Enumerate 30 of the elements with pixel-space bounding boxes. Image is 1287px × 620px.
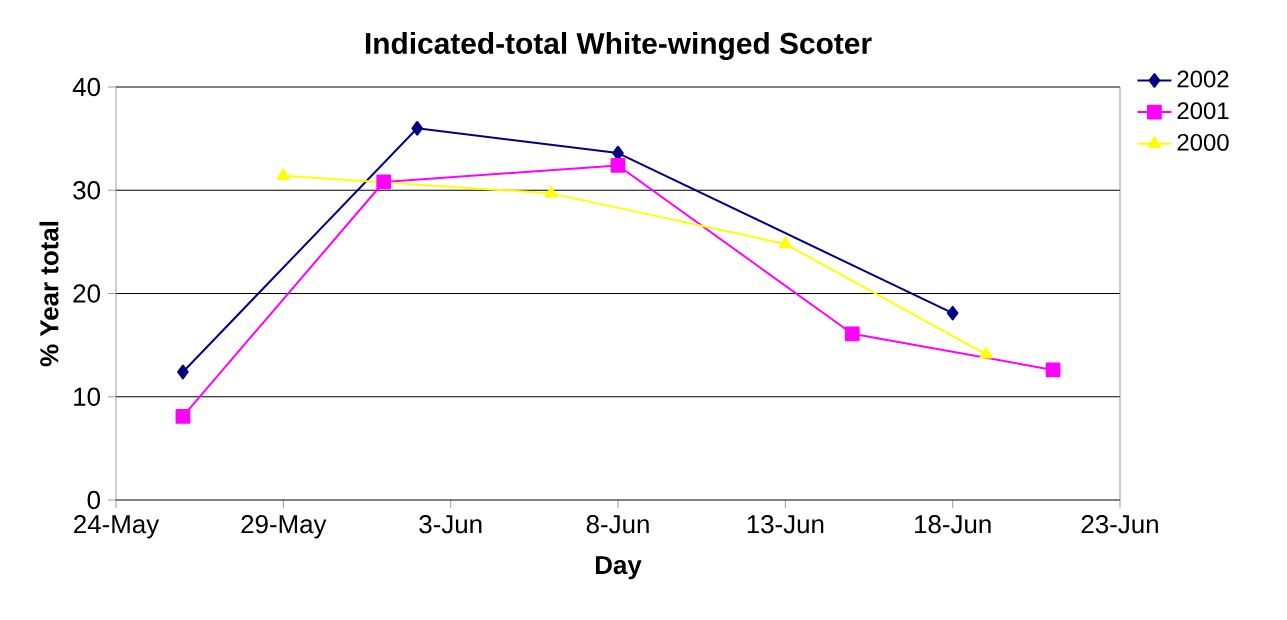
y-tick-label: 40 [72,77,100,97]
point [1045,362,1061,378]
point [276,168,290,180]
x-tick-label: 24-May [74,515,160,539]
x-tick-label: 29-May [241,515,327,539]
y-tick-label: 20 [73,284,100,303]
x-tick-label: 3-Jun [419,515,482,534]
x-axis-title: Day [595,556,642,580]
point [411,120,423,136]
point [376,174,392,190]
legend-label: 2001 [1177,102,1229,120]
chart-title: Indicated-total White-winged Scoter [365,32,872,61]
point [177,364,189,380]
point [544,185,558,198]
point [778,236,792,249]
point [844,326,860,342]
y-tick-label: 30 [73,181,100,200]
point [610,158,626,173]
point [175,408,191,424]
point [979,347,993,359]
legend-label: 2000 [1177,133,1229,151]
y-axis-title: % Year total [39,221,59,367]
x-tick-label: 8-Jun [586,515,649,534]
x-tick-label: 18-Jun [915,515,991,534]
point [946,305,959,321]
y-tick-label: 10 [74,387,100,406]
x-tick-label: 23-Jun [1081,515,1158,534]
legend-label: 2002 [1177,70,1229,88]
y-tick-label: 0 [87,490,100,510]
x-tick-label: 13-Jun [747,515,824,534]
